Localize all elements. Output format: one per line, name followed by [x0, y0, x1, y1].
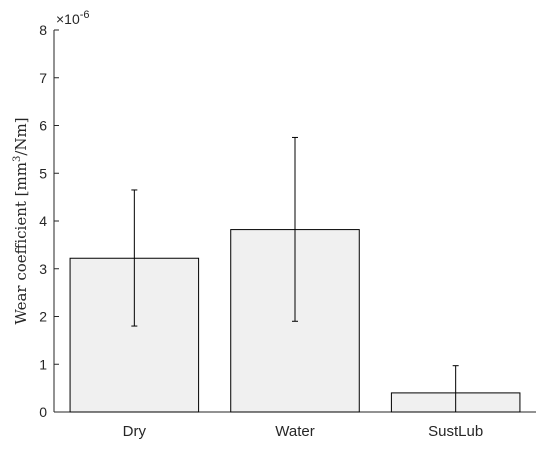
y-tick-label: 1	[39, 356, 47, 372]
y-axis-label-prefix: Wear coefficient [mm	[12, 162, 30, 325]
x-tick-label: Dry	[123, 423, 147, 440]
y-tick-label: 7	[39, 70, 47, 86]
y-scale-base: ×10	[56, 11, 80, 27]
y-tick-label: 8	[39, 22, 47, 38]
x-tick-labels: Dry Water SustLub	[123, 423, 484, 440]
y-tick-label: 4	[39, 213, 47, 229]
y-tick-label: 6	[39, 118, 47, 134]
y-axis-label-suffix: /Nm]	[12, 117, 30, 155]
error-bars	[131, 136, 459, 413]
y-tick-label: 3	[39, 261, 47, 277]
x-tick-label: Water	[275, 423, 314, 440]
y-scale-multiplier: ×10-6	[56, 9, 90, 27]
y-axis-label: Wear coefficient [mm3/Nm]	[12, 117, 30, 324]
y-tick-label: 0	[39, 404, 47, 420]
x-tick-label: SustLub	[428, 423, 483, 440]
y-axis: 0 1 2 3 4 5 6 7 8	[39, 22, 59, 420]
y-tick-label: 5	[39, 165, 47, 181]
y-scale-exponent: -6	[80, 9, 90, 21]
y-tick-label: 2	[39, 309, 47, 325]
y-axis-label-exponent: 3	[12, 156, 23, 162]
